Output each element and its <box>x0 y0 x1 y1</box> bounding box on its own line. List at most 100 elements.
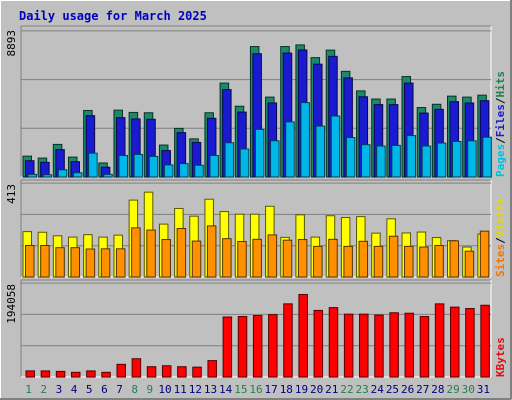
y-max-label: 413 <box>5 184 18 204</box>
day-label-11: 11 <box>174 383 187 396</box>
bar-pages-day-25 <box>391 144 401 178</box>
day-label-25: 25 <box>386 383 399 396</box>
series-pages <box>27 102 492 178</box>
bar-kbytes-day-11 <box>177 366 187 378</box>
bar-kbytes-day-15 <box>237 316 248 378</box>
bar-kbytes-day-10 <box>161 365 172 378</box>
bar-sites-day-24 <box>373 245 384 278</box>
chart-title: Daily usage for March 2025 <box>19 9 207 23</box>
bar-sites-day-20 <box>313 245 323 278</box>
day-label-18: 18 <box>280 383 293 396</box>
bar-kbytes-day-2 <box>40 370 51 378</box>
bar-pages-day-21 <box>330 115 341 178</box>
bar-pages-day-24 <box>376 145 386 178</box>
bar-sites-day-30 <box>464 250 475 278</box>
bar-pages-day-26 <box>406 135 417 178</box>
bar-sites-day-5 <box>85 248 96 278</box>
day-label-23: 23 <box>356 383 369 396</box>
day-label-14: 14 <box>219 383 233 396</box>
bar-sites-day-13 <box>206 225 217 278</box>
y-max-label: 194058 <box>5 284 18 324</box>
legend-item: Hits <box>494 71 507 98</box>
bar-sites-day-31 <box>479 230 490 278</box>
bar-sites-day-9 <box>146 229 156 278</box>
day-label-7: 7 <box>116 383 123 396</box>
bar-sites-day-10 <box>161 239 171 278</box>
bar-sites-day-4 <box>70 247 80 278</box>
bar-sites-day-14 <box>222 238 232 278</box>
bar-sites-day-27 <box>419 246 429 278</box>
bar-sites-day-3 <box>55 247 65 278</box>
day-label-29: 29 <box>446 383 459 396</box>
bar-pages-day-15 <box>239 148 250 178</box>
day-label-30: 30 <box>462 383 475 396</box>
bar-pages-day-7 <box>118 154 128 178</box>
bar-sites-day-25 <box>388 235 399 278</box>
day-label-27: 27 <box>416 383 429 396</box>
bar-pages-day-27 <box>421 145 432 178</box>
day-label-9: 9 <box>147 383 154 396</box>
legend-item: Sites <box>494 244 507 277</box>
legend-item: Files <box>494 104 507 137</box>
bar-pages-day-14 <box>224 142 235 178</box>
bar-kbytes-day-29 <box>450 306 460 378</box>
bar-kbytes-day-22 <box>343 313 354 378</box>
bar-pages-day-12 <box>194 164 204 178</box>
day-label-24: 24 <box>371 383 385 396</box>
legend-item: KBytes <box>494 337 507 377</box>
bar-pages-day-10 <box>163 164 174 178</box>
bar-kbytes-day-25 <box>389 312 399 378</box>
bar-kbytes-day-20 <box>313 309 324 378</box>
bar-kbytes-day-8 <box>131 358 142 378</box>
bar-kbytes-day-14 <box>222 316 233 378</box>
day-label-31: 31 <box>477 383 490 396</box>
bar-pages-day-1 <box>27 173 37 178</box>
bar-sites-day-15 <box>237 241 247 278</box>
bar-sites-day-28 <box>434 244 444 278</box>
day-label-15: 15 <box>234 383 247 396</box>
bar-sites-day-16 <box>252 238 262 278</box>
bar-kbytes-day-19 <box>298 293 308 378</box>
bar-sites-day-18 <box>282 239 293 278</box>
bar-kbytes-day-13 <box>207 360 217 378</box>
panels-layer: 8893Pages/Files/Hits413Sites/Visits19405… <box>5 25 507 378</box>
bar-pages-day-30 <box>467 140 477 178</box>
bar-kbytes-day-4 <box>70 371 81 378</box>
y-max-label: 8893 <box>5 30 18 57</box>
series-kbytes <box>25 293 490 378</box>
bar-kbytes-day-17 <box>268 314 278 378</box>
bar-kbytes-day-1 <box>25 370 35 378</box>
bar-kbytes-day-30 <box>465 308 475 378</box>
bar-pages-day-23 <box>361 144 371 178</box>
legend-kbytes: KBytes <box>494 337 507 377</box>
day-label-12: 12 <box>189 383 202 396</box>
day-label-13: 13 <box>204 383 217 396</box>
day-label-22: 22 <box>340 383 353 396</box>
bar-sites-day-29 <box>449 240 460 278</box>
bar-sites-day-11 <box>176 228 187 278</box>
series-sites <box>25 225 490 278</box>
bar-kbytes-day-28 <box>434 303 445 378</box>
bar-kbytes-day-18 <box>283 303 293 378</box>
bar-kbytes-day-16 <box>252 315 263 378</box>
day-label-4: 4 <box>71 383 78 396</box>
legend-item: / <box>494 97 507 104</box>
bar-pages-day-17 <box>270 140 280 178</box>
bar-kbytes-day-7 <box>116 363 126 378</box>
bar-pages-day-20 <box>315 125 326 178</box>
bar-kbytes-day-23 <box>359 313 369 378</box>
day-labels: 1 2 3 4 5 6 7 8 9 10 11 12 13 14 15 16 17 18 19 20 21 22 23 24 2… <box>25 383 490 396</box>
bar-kbytes-day-21 <box>328 307 339 378</box>
bar-sites-day-7 <box>115 248 126 278</box>
day-label-17: 17 <box>265 383 278 396</box>
bar-kbytes-day-24 <box>374 314 384 378</box>
bar-sites-day-17 <box>267 234 278 278</box>
bar-pages-day-28 <box>436 142 447 178</box>
bar-pages-day-19 <box>300 102 310 178</box>
bar-sites-day-22 <box>343 245 353 278</box>
day-label-5: 5 <box>86 383 93 396</box>
bar-pages-day-11 <box>179 163 189 178</box>
legend-item: Visits <box>494 198 507 238</box>
day-label-10: 10 <box>158 383 171 396</box>
bar-kbytes-day-27 <box>419 316 430 378</box>
